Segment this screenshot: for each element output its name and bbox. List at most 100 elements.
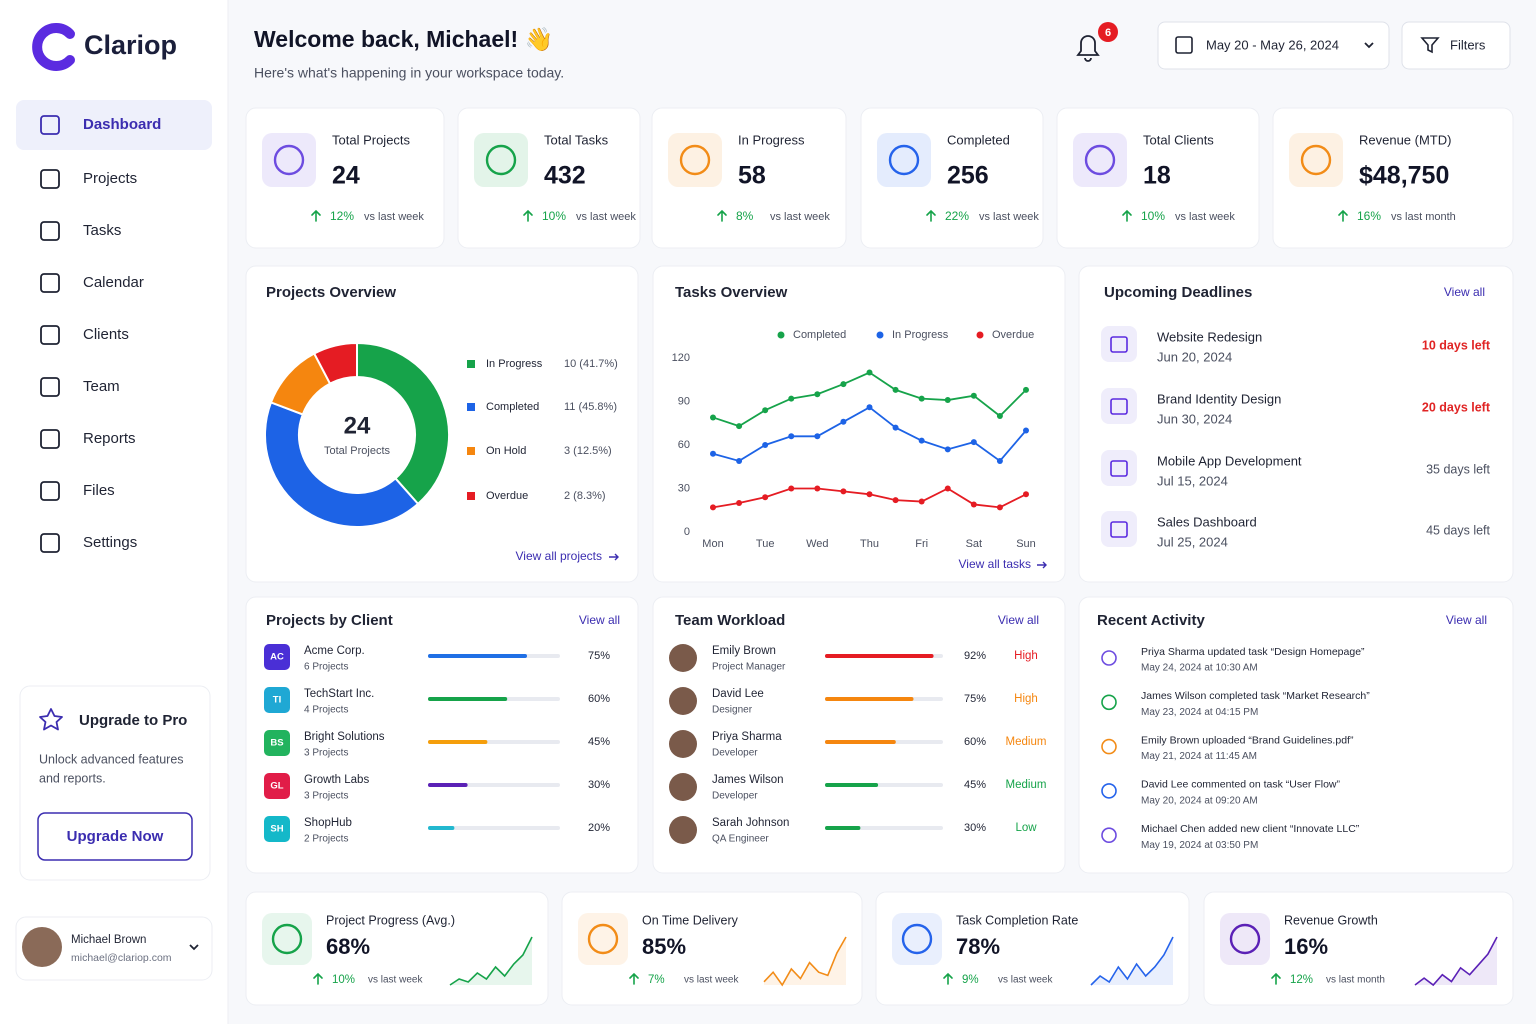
view-all-link[interactable]: View all tasks (959, 557, 1031, 571)
deadline-icon-bg (1101, 388, 1137, 424)
card (1078, 596, 1514, 874)
nav-icon (40, 325, 60, 345)
progress-bar (825, 697, 914, 701)
sparkline (1090, 936, 1174, 986)
date-range-button[interactable] (1157, 21, 1390, 70)
data-point (710, 450, 716, 457)
nav-item[interactable]: Dashboard (83, 116, 161, 133)
y-tick-label: 0 (684, 526, 690, 538)
progress-label: 60% (964, 736, 986, 748)
progress-bar (428, 826, 455, 830)
client-name: TechStart Inc. (304, 688, 374, 700)
data-label: 2 (8.3%) (564, 490, 606, 502)
up-arrow-icon (926, 209, 936, 222)
kpi-value: 68% (326, 934, 370, 959)
data-point (996, 413, 1003, 419)
user-email: michael@clariop.com (71, 952, 172, 964)
activity-text: Priya Sharma updated task “Design Homepa… (1141, 646, 1365, 658)
data-point (866, 491, 873, 498)
client-badge (264, 773, 290, 799)
stat-icon (1084, 144, 1116, 176)
data-point (944, 397, 951, 404)
activity-icon (1101, 694, 1117, 711)
upgrade-button-label[interactable]: Upgrade Now (67, 828, 164, 845)
view-all-link[interactable]: View all (998, 613, 1039, 627)
x-tick-label: Fri (915, 538, 928, 550)
up-arrow-icon (1338, 209, 1348, 222)
client-badge (264, 687, 290, 713)
legend-label: In Progress (486, 358, 543, 370)
user-avatar (22, 927, 62, 967)
filters-button[interactable] (1401, 21, 1511, 70)
legend-swatch (467, 360, 475, 368)
data-point (736, 457, 743, 464)
deadline-date: Jun 20, 2024 (1157, 349, 1232, 364)
nav-icon (40, 481, 60, 501)
x-tick-label: Thu (860, 538, 879, 550)
data-point (892, 497, 899, 504)
up-arrow-icon (1271, 972, 1281, 985)
nav-item[interactable]: Settings (83, 534, 137, 551)
kpi-period: vs last week (684, 975, 739, 986)
stat-icon-bg (877, 133, 931, 187)
date-range[interactable]: May 20 - May 26, 2024 (1206, 37, 1339, 52)
data-point (762, 407, 769, 414)
member-role: Developer (712, 748, 758, 759)
view-all-link[interactable]: View all (1446, 613, 1487, 627)
nav-active-bg (16, 100, 212, 150)
stat-card (1056, 107, 1260, 249)
workload-level: High (1014, 650, 1038, 662)
nav-item[interactable]: Calendar (83, 274, 144, 291)
stat-value: 58 (738, 162, 766, 190)
view-all-link[interactable]: View all (579, 613, 620, 627)
deadline-date: Jun 30, 2024 (1157, 411, 1232, 426)
progress-track (428, 826, 560, 830)
kpi-period: vs last week (368, 975, 423, 986)
activity-text: David Lee commented on task “User Flow” (1141, 779, 1340, 791)
progress-bar (825, 740, 896, 744)
progress-bar (825, 654, 934, 658)
stat-icon (485, 144, 517, 176)
upgrade-button[interactable] (37, 812, 193, 861)
progress-label: 75% (964, 693, 986, 705)
nav-item[interactable]: Projects (83, 170, 137, 187)
legend-swatch (467, 492, 475, 500)
kpi-change: 12% (1290, 974, 1313, 986)
view-all-link[interactable]: View all (1444, 285, 1485, 299)
kpi-icon-bg (578, 913, 628, 965)
view-all-link[interactable]: View all projects (516, 549, 602, 563)
up-arrow-icon (943, 972, 953, 985)
kpi-change: 9% (962, 974, 979, 986)
nav-item[interactable]: Clients (83, 326, 129, 343)
progress-bar (825, 826, 861, 830)
client-badge (264, 644, 290, 670)
data-point (918, 437, 925, 444)
nav-item[interactable]: Reports (83, 430, 136, 447)
client-projects: 3 Projects (304, 791, 348, 802)
kpi-icon (587, 923, 619, 955)
bell-icon[interactable] (1076, 35, 1100, 62)
chevron-icon[interactable] (189, 944, 199, 951)
member-role: Project Manager (712, 662, 786, 673)
stat-card (651, 107, 847, 249)
brand-name: Clariop (84, 30, 177, 60)
filters-label[interactable]: Filters (1450, 37, 1486, 52)
data-point (944, 485, 951, 492)
sparkline (449, 936, 533, 986)
workload-level: Medium (1006, 779, 1047, 791)
activity-icon (1101, 738, 1117, 755)
card (1078, 265, 1514, 583)
member-avatar (669, 644, 697, 672)
data-point (970, 439, 977, 446)
deadline-name: Website Redesign (1157, 329, 1262, 344)
deadline-icon (1110, 336, 1128, 353)
stat-icon (1300, 144, 1332, 176)
data-point (866, 369, 873, 376)
kpi-value: 78% (956, 934, 1000, 959)
nav-item[interactable]: Tasks (83, 222, 121, 239)
progress-bar (428, 783, 468, 787)
nav-item[interactable]: Team (83, 378, 120, 395)
data-point (866, 404, 873, 411)
nav-item[interactable]: Files (83, 482, 115, 499)
